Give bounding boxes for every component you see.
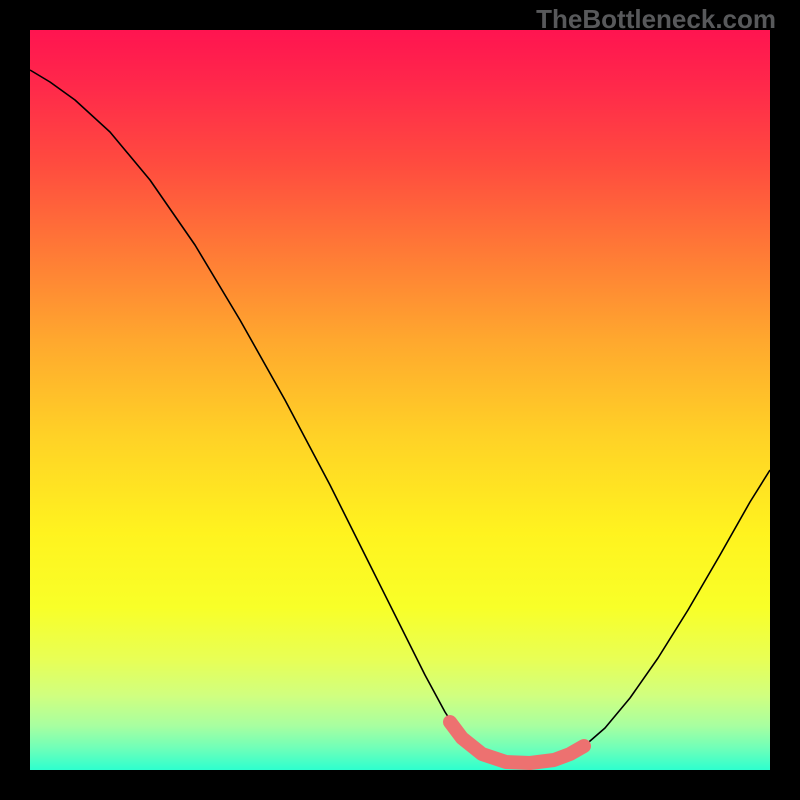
curve-layer <box>30 30 770 770</box>
chart-frame: TheBottleneck.com <box>0 0 800 800</box>
watermark-text: TheBottleneck.com <box>536 4 776 35</box>
bottleneck-curve <box>30 70 770 764</box>
plot-area <box>30 30 770 770</box>
highlight-segment <box>450 722 584 763</box>
